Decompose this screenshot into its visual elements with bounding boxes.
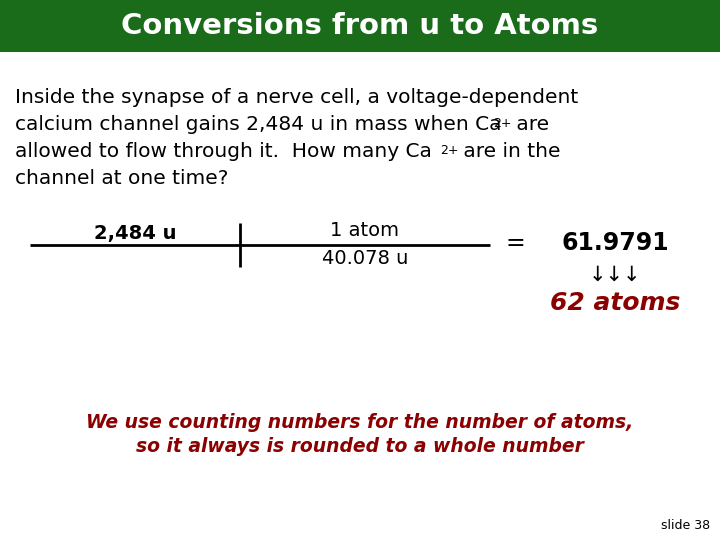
Text: calcium channel gains 2,484 u in mass when Ca: calcium channel gains 2,484 u in mass wh…	[15, 115, 502, 134]
Text: 62 atoms: 62 atoms	[550, 291, 680, 315]
Text: =: =	[505, 231, 525, 255]
Text: Inside the synapse of a nerve cell, a voltage-dependent: Inside the synapse of a nerve cell, a vo…	[15, 88, 578, 107]
Text: 2+: 2+	[440, 144, 459, 157]
Text: slide 38: slide 38	[661, 519, 710, 532]
Text: 2+: 2+	[493, 117, 511, 130]
Text: so it always is rounded to a whole number: so it always is rounded to a whole numbe…	[136, 437, 584, 456]
Text: 1 atom: 1 atom	[330, 221, 400, 240]
Text: are in the: are in the	[457, 142, 560, 161]
Bar	[0, 0, 720, 52]
Text: Conversions from u to Atoms: Conversions from u to Atoms	[122, 12, 598, 40]
Text: are: are	[510, 115, 549, 134]
Text: 61.9791: 61.9791	[561, 231, 669, 255]
Text: channel at one time?: channel at one time?	[15, 169, 228, 188]
Text: 40.078 u: 40.078 u	[322, 249, 408, 268]
Text: We use counting numbers for the number of atoms,: We use counting numbers for the number o…	[86, 413, 634, 431]
Text: 2,484 u: 2,484 u	[94, 225, 176, 244]
Text: ↓↓↓: ↓↓↓	[589, 265, 642, 285]
Text: allowed to flow through it.  How many Ca: allowed to flow through it. How many Ca	[15, 142, 432, 161]
